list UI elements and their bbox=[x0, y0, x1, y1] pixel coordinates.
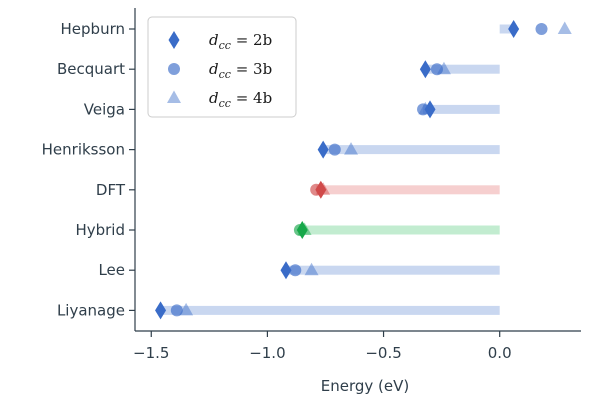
band-dft bbox=[316, 185, 500, 195]
y-tick-label: Lee bbox=[98, 261, 125, 279]
x-tick-label: −0.5 bbox=[365, 344, 401, 362]
y-tick-label: Liyanage bbox=[57, 301, 125, 319]
y-tick-label: Henriksson bbox=[42, 141, 125, 159]
legend-marker-diamond bbox=[168, 31, 180, 49]
band-becquart bbox=[425, 64, 500, 74]
legend-entry-label: dcc = 2b bbox=[209, 31, 272, 52]
marker-triangle-hepburn bbox=[557, 21, 572, 34]
marker-triangle-henriksson bbox=[344, 142, 359, 155]
legend-marker-triangle bbox=[167, 90, 181, 103]
marker-circle-lee bbox=[289, 264, 302, 277]
marker-diamond-hybrid bbox=[296, 221, 308, 239]
marker-diamond-hepburn bbox=[508, 20, 520, 38]
marker-diamond-henriksson bbox=[317, 140, 329, 159]
legend-entry-label: dcc = 3b bbox=[209, 60, 272, 81]
band-henriksson bbox=[323, 145, 500, 155]
band-lee bbox=[285, 265, 500, 275]
legend-frame bbox=[147, 16, 297, 118]
y-tick-label: Veiga bbox=[84, 100, 125, 118]
x-tick-label: −1.0 bbox=[249, 344, 285, 362]
marker-triangle-lee bbox=[304, 262, 319, 276]
legend: dcc = 2b dcc = 3b dcc = 4b bbox=[147, 16, 297, 118]
band-liyanage bbox=[160, 305, 500, 315]
marker-diamond-lee bbox=[280, 261, 292, 280]
marker-diamond-liyanage bbox=[155, 301, 167, 320]
band-layer bbox=[160, 24, 514, 315]
marker-circle-becquart bbox=[430, 63, 443, 76]
y-ticks: Hepburn Becquart Veiga Henriksson DFT Hybrid L… bbox=[42, 20, 135, 319]
x-tick-label: 0.0 bbox=[488, 344, 512, 362]
x-axis-label: Energy (eV) bbox=[321, 377, 409, 395]
axes bbox=[134, 8, 581, 332]
marker-diamond-dft bbox=[315, 180, 327, 199]
marker-triangle-liyanage bbox=[179, 302, 194, 316]
marker-layer bbox=[155, 20, 572, 320]
x-ticks: −1.5 −1.0 −0.5 0.0 bbox=[133, 331, 512, 362]
marker-circle-veiga bbox=[417, 103, 430, 116]
y-tick-label: Hepburn bbox=[61, 20, 125, 38]
marker-circle-liyanage bbox=[170, 304, 183, 317]
x-tick-label: −1.5 bbox=[133, 344, 169, 362]
band-hepburn bbox=[499, 24, 514, 34]
marker-circle-hepburn bbox=[535, 23, 548, 35]
band-hybrid bbox=[299, 225, 500, 235]
marker-circle-henriksson bbox=[328, 143, 341, 156]
y-tick-label: Hybrid bbox=[75, 221, 125, 239]
marker-diamond-veiga bbox=[424, 100, 436, 119]
legend-entry-label: dcc = 4b bbox=[209, 89, 272, 110]
marker-diamond-becquart bbox=[419, 60, 431, 79]
y-tick-label: DFT bbox=[96, 181, 126, 199]
y-tick-label: Becquart bbox=[57, 60, 125, 78]
legend-marker-circle bbox=[168, 63, 180, 75]
band-veiga bbox=[423, 104, 500, 114]
